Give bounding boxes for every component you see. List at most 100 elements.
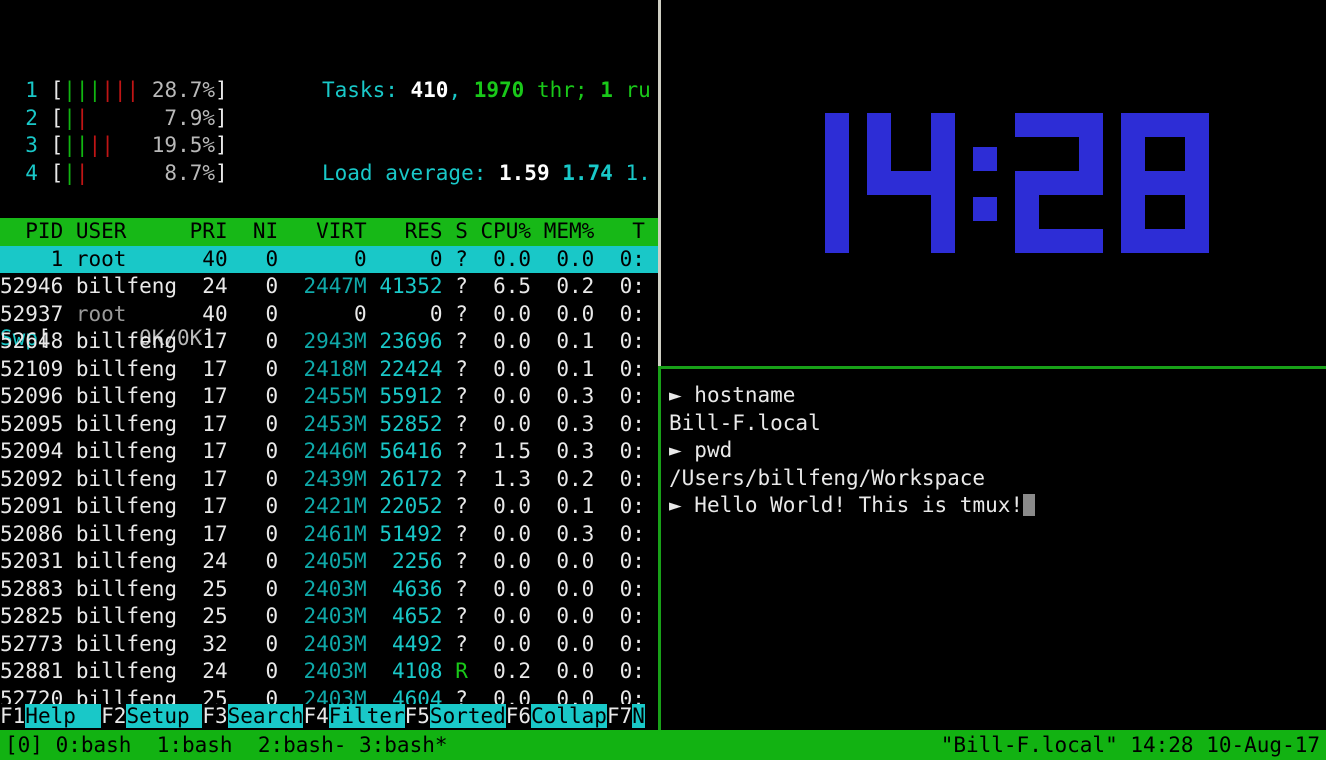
cpu-meter-bars: |||| [63, 133, 114, 157]
cell-ni: 0 [227, 494, 279, 518]
column-header-time[interactable]: T [594, 219, 645, 243]
cell-pid: 52883 [0, 576, 64, 601]
tmux-status-bar[interactable]: [0] 0:bash 1:bash 2:bash- 3:bash* "Bill-… [0, 730, 1326, 760]
fkey-label-f5[interactable]: Sorted [429, 704, 506, 728]
fkey-label-f1[interactable]: Help [25, 704, 102, 728]
cpu-meter-percent: 19.5% [113, 133, 216, 157]
cell-time: 0: [594, 659, 645, 683]
threads-count: 1970 [473, 78, 525, 102]
fkey-number-f5[interactable]: F5 [404, 704, 430, 728]
shell-output[interactable]: ► hostname Bill-F.local ► pwd/Users/billfe… [669, 382, 1322, 520]
cell-cpu: 0.0 [467, 549, 532, 573]
cell-user: billfeng [63, 659, 190, 683]
cell-res: 22052 [366, 494, 443, 518]
cell-res: 4636 [366, 576, 443, 601]
column-header-res[interactable]: RES [366, 219, 443, 243]
column-header-cpu[interactable]: CPU% [467, 219, 532, 243]
cell-user: billfeng [63, 576, 190, 601]
fkey-number-f2[interactable]: F2 [101, 704, 127, 728]
running-count: 1 [600, 78, 613, 102]
process-row[interactable]: 52773 billfeng 32 0 2403M 4492 ? 0.0 0.0… [0, 631, 658, 659]
cpu-meter-1: 1 [|||||| 28.7%] [0, 77, 658, 105]
fkey-number-f1[interactable]: F1 [0, 704, 26, 728]
fkey-label-f2[interactable]: Setup [126, 704, 203, 728]
cell-time: 0: [594, 384, 645, 408]
pane-border-horizontal [661, 366, 1326, 369]
process-row[interactable]: 52095 billfeng 17 0 2453M 52852 ? 0.0 0.… [0, 411, 658, 439]
cell-mem: 0.0 [531, 549, 595, 573]
column-header-state[interactable]: S [442, 219, 468, 243]
fkey-label-f3[interactable]: Search [227, 704, 304, 728]
process-row[interactable]: 52883 billfeng 25 0 2403M 4636 ? 0.0 0.0… [0, 576, 658, 604]
process-row[interactable]: 52091 billfeng 17 0 2421M 22052 ? 0.0 0.… [0, 493, 658, 521]
cell-pri: 17 [189, 494, 228, 518]
process-row[interactable]: 52881 billfeng 24 0 2403M 4108 R 0.2 0.0… [0, 658, 658, 686]
swap-meter: Swp[ 0K/0K] [0, 325, 658, 353]
process-table[interactable]: PID USER PRI NI VIRT RES S CPU% MEM% T 1… [0, 218, 658, 713]
cell-time: 0: [594, 329, 645, 353]
cell-user: root [63, 246, 190, 271]
cell-time: 0: [594, 274, 645, 298]
cell-virt: 2403M [278, 659, 367, 683]
process-row[interactable]: 52094 billfeng 17 0 2446M 56416 ? 1.5 0.… [0, 438, 658, 466]
process-row[interactable]: 52031 billfeng 24 0 2405M 2256 ? 0.0 0.0… [0, 548, 658, 576]
cpu-meter-percent: 7.9% [88, 105, 215, 130]
process-row[interactable]: 52825 billfeng 25 0 2403M 4652 ? 0.0 0.0… [0, 603, 658, 631]
process-row[interactable]: 52096 billfeng 17 0 2455M 55912 ? 0.0 0.… [0, 383, 658, 411]
shell-pane[interactable]: ► hostname Bill-F.local ► pwd/Users/billfe… [661, 366, 1326, 730]
column-header-pid[interactable]: PID [0, 219, 64, 243]
fkey-number-f3[interactable]: F3 [202, 704, 228, 728]
cell-time: 0: [594, 549, 645, 573]
clock-pane[interactable] [661, 0, 1326, 366]
cell-user: billfeng [63, 521, 190, 546]
fkey-number-f6[interactable]: F6 [505, 704, 532, 728]
tmux-status-left[interactable]: [0] 0:bash 1:bash 2:bash- 3:bash* [5, 733, 448, 757]
meter-bracket-close: ] [214, 160, 228, 185]
process-row[interactable]: 52648 billfeng 17 0 2943M 23696 ? 0.0 0.… [0, 328, 658, 356]
cell-cpu: 1.5 [467, 439, 532, 463]
cell-time: 0: [594, 466, 645, 491]
process-row[interactable]: 52946 billfeng 24 0 2447M 41352 ? 6.5 0.… [0, 273, 658, 301]
cell-state: ? [442, 549, 468, 573]
clock-colon [972, 113, 997, 253]
process-row[interactable]: 52092 billfeng 17 0 2439M 26172 ? 1.3 0.… [0, 466, 658, 494]
process-row[interactable]: 1 root 40 0 0 0 ? 0.0 0.0 0: [0, 245, 658, 273]
cell-pid: 52825 [0, 604, 64, 628]
process-table-header[interactable]: PID USER PRI NI VIRT RES S CPU% MEM% T [0, 218, 658, 246]
cell-res: 55912 [366, 384, 443, 408]
cell-virt: 2455M [278, 384, 367, 408]
cell-virt: 2461M [278, 521, 367, 546]
column-header-virt[interactable]: VIRT [278, 219, 367, 243]
cpu-meter-label: 1 [0, 78, 51, 102]
function-key-bar[interactable]: F1Help F2Setup F3SearchF4FilterF5SortedF… [0, 703, 658, 730]
cell-pri: 25 [189, 604, 228, 628]
process-row[interactable]: 52086 billfeng 17 0 2461M 51492 ? 0.0 0.… [0, 521, 658, 549]
shell-output-line: /Users/billfeng/Workspace [669, 465, 1322, 493]
cell-pri: 17 [189, 439, 228, 463]
cell-virt: 2943M [278, 329, 367, 353]
column-header-ni[interactable]: NI [227, 219, 279, 243]
column-header-user[interactable]: USER [63, 219, 190, 243]
process-row[interactable]: 52937 root 40 0 0 0 ? 0.0 0.0 0: [0, 301, 658, 329]
column-header-pri[interactable]: PRI [189, 219, 228, 243]
fkey-number-f7[interactable]: F7 [606, 704, 633, 728]
process-row[interactable]: 52109 billfeng 17 0 2418M 22424 ? 0.0 0.… [0, 356, 658, 384]
htop-pane[interactable]: 1 [|||||| 28.7%] 2 [|| 7.9%] 3 [|||| 19.… [0, 0, 658, 730]
tmux-status-right: "Bill-F.local" 14:28 10-Aug-17 [940, 733, 1320, 757]
fkey-number-f4[interactable]: F4 [303, 704, 329, 728]
fkey-label-f4[interactable]: Filter [328, 704, 405, 728]
cell-mem: 0.0 [531, 659, 595, 683]
shell-command-text: pwd [694, 438, 733, 462]
cell-ni: 0 [227, 439, 279, 463]
cell-virt: 2421M [278, 494, 367, 518]
cell-pid: 52092 [0, 466, 64, 491]
shell-output-line: Bill-F.local [669, 410, 1322, 438]
cell-res: 51492 [366, 521, 443, 546]
fkey-label-f6[interactable]: Collap [531, 704, 607, 728]
meter-bracket-open: [ [50, 78, 64, 102]
cell-state: ? [442, 604, 468, 628]
threads-label: thr; [524, 78, 601, 102]
column-header-mem[interactable]: MEM% [531, 219, 595, 243]
fkey-label-f7[interactable]: N [632, 704, 645, 728]
cell-cpu: 0.0 [467, 631, 532, 656]
